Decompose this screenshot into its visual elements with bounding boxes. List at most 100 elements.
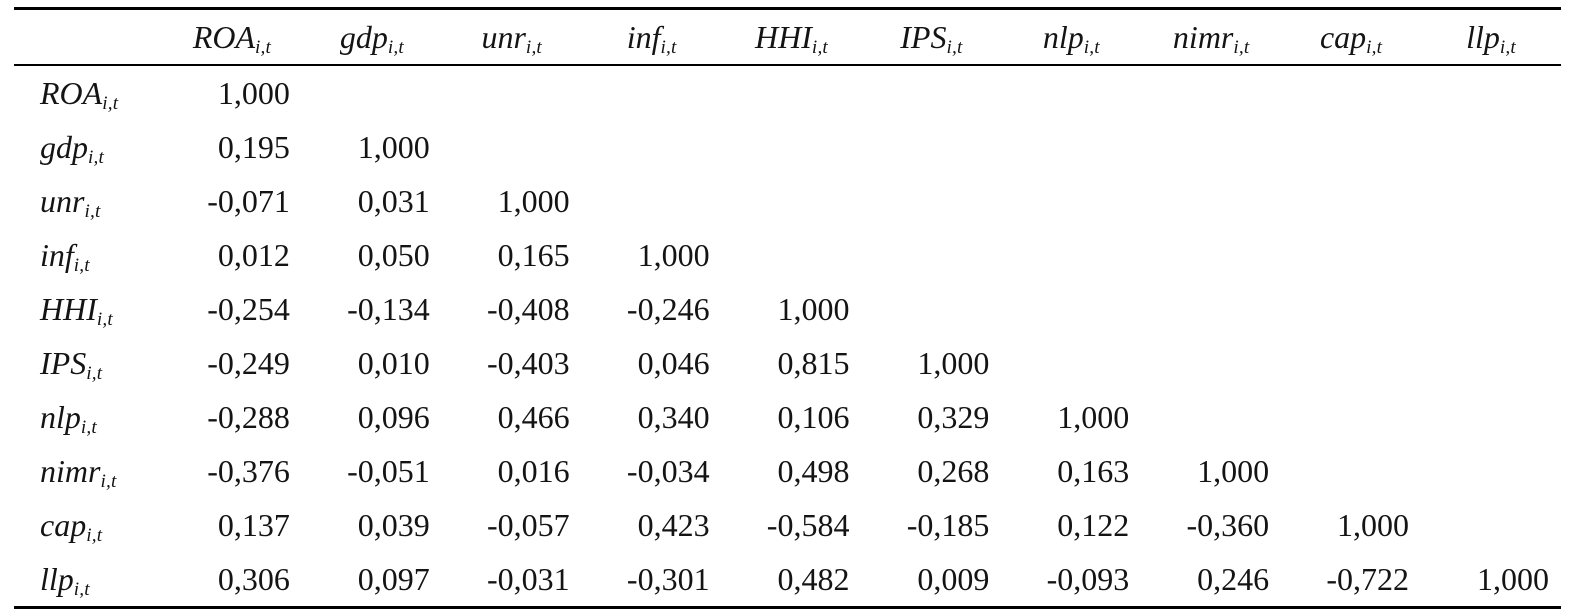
- correlation-matrix-table: ROAi,t gdpi,t unri,t infi,t HHIi,t IPSi,t nlpi…: [14, 7, 1561, 609]
- cell-unr-roa: -0,071: [207, 182, 290, 219]
- cell-inf-inf: 1,000: [637, 236, 710, 273]
- cell-inf-gdp: 0,050: [357, 236, 430, 273]
- cell-nlp-llp: [1421, 390, 1561, 444]
- table-row-hhi: HHIi,t -0,254 -0,134 -0,408 -0,246 1,000: [14, 282, 1561, 336]
- cell-ips-ips: 1,000: [917, 344, 990, 381]
- cell-nimr-inf: -0,034: [626, 452, 710, 489]
- column-variable-name: nimr: [1172, 18, 1234, 55]
- column-variable-subscript: i,t: [1233, 36, 1250, 58]
- table-row-nimr: nimri,t -0,376 -0,051 0,016 -0,034 0,498 0,268…: [14, 444, 1561, 498]
- cell-ips-gdp: 0,010: [357, 344, 430, 381]
- cell-unr-nimr: [1141, 174, 1281, 228]
- cell-cap-gdp: 0,039: [357, 506, 430, 543]
- col-header-unr: unri,t: [442, 9, 582, 66]
- cell-nimr-roa: -0,376: [207, 452, 290, 489]
- row-variable-subscript: i,t: [73, 578, 90, 600]
- cell-ips-nimr: [1141, 336, 1281, 390]
- cell-gdp-llp: [1421, 120, 1561, 174]
- row-label-nlp: nlpi,t: [14, 390, 162, 444]
- cell-unr-hhi: [722, 174, 862, 228]
- row-variable-subscript: i,t: [84, 200, 101, 222]
- cell-gdp-inf: [582, 120, 722, 174]
- cell-llp-inf: -0,301: [626, 560, 710, 597]
- cell-ips-nlp: [1001, 336, 1141, 390]
- row-variable-name: IPS: [40, 344, 87, 381]
- cell-roa-unr: [442, 65, 582, 120]
- cell-cap-nlp: 0,122: [1057, 506, 1130, 543]
- cell-cap-roa: 0,137: [217, 506, 290, 543]
- cell-gdp-cap: [1281, 120, 1421, 174]
- cell-nlp-unr: 0,466: [497, 398, 570, 435]
- table-row-nlp: nlpi,t -0,288 0,096 0,466 0,340 0,106 0,329 1,0…: [14, 390, 1561, 444]
- column-variable-name: ROA: [192, 18, 256, 55]
- col-header-nlp: nlpi,t: [1001, 9, 1141, 66]
- cell-llp-nimr: 0,246: [1197, 560, 1270, 597]
- cell-nlp-gdp: 0,096: [357, 398, 430, 435]
- cell-cap-ips: -0,185: [906, 506, 990, 543]
- cell-ips-unr: -0,403: [487, 344, 570, 381]
- column-variable-name: HHI: [755, 18, 812, 55]
- column-variable-subscript: i,t: [387, 36, 404, 58]
- cell-hhi-nimr: [1141, 282, 1281, 336]
- cell-hhi-roa: -0,254: [207, 290, 290, 327]
- col-header-gdp: gdpi,t: [302, 9, 442, 66]
- row-variable-subscript: i,t: [80, 416, 97, 438]
- cell-ips-hhi: 0,815: [777, 344, 850, 381]
- row-variable-subscript: i,t: [88, 146, 105, 168]
- column-variable-subscript: i,t: [1366, 36, 1383, 58]
- cell-inf-nimr: [1141, 228, 1281, 282]
- cell-unr-unr: 1,000: [497, 182, 570, 219]
- cell-ips-cap: [1281, 336, 1421, 390]
- col-header-cap: capi,t: [1281, 9, 1421, 66]
- row-label-inf: infi,t: [14, 228, 162, 282]
- row-variable-name: nlp: [40, 398, 81, 435]
- cell-llp-hhi: 0,482: [777, 560, 850, 597]
- cell-inf-roa: 0,012: [217, 236, 290, 273]
- cell-cap-hhi: -0,584: [766, 506, 850, 543]
- row-variable-subscript: i,t: [96, 308, 113, 330]
- cell-roa-roa: 1,000: [217, 74, 290, 111]
- table-row-cap: capi,t 0,137 0,039 -0,057 0,423 -0,584 -0,185 0…: [14, 498, 1561, 552]
- row-variable-subscript: i,t: [86, 524, 103, 546]
- cell-gdp-roa: 0,195: [217, 128, 290, 165]
- row-variable-subscript: i,t: [100, 470, 117, 492]
- cell-llp-ips: 0,009: [917, 560, 990, 597]
- cell-cap-llp: [1421, 498, 1561, 552]
- column-variable-subscript: i,t: [1083, 36, 1100, 58]
- cell-cap-cap: 1,000: [1337, 506, 1410, 543]
- cell-roa-nimr: [1141, 65, 1281, 120]
- column-variable-name: cap: [1319, 18, 1367, 55]
- cell-unr-ips: [861, 174, 1001, 228]
- cell-gdp-hhi: [722, 120, 862, 174]
- cell-nlp-nimr: [1141, 390, 1281, 444]
- row-variable-name: llp: [40, 560, 74, 597]
- table-row-inf: infi,t 0,012 0,050 0,165 1,000: [14, 228, 1561, 282]
- table-row-unr: unri,t -0,071 0,031 1,000: [14, 174, 1561, 228]
- cell-unr-cap: [1281, 174, 1421, 228]
- column-variable-subscript: i,t: [660, 36, 677, 58]
- cell-cap-unr: -0,057: [487, 506, 570, 543]
- cell-unr-llp: [1421, 174, 1561, 228]
- cell-nlp-inf: 0,340: [637, 398, 710, 435]
- cell-cap-nimr: -0,360: [1186, 506, 1270, 543]
- cell-gdp-ips: [861, 120, 1001, 174]
- cell-nimr-gdp: -0,051: [347, 452, 430, 489]
- cell-inf-cap: [1281, 228, 1421, 282]
- cell-ips-inf: 0,046: [637, 344, 710, 381]
- cell-hhi-nlp: [1001, 282, 1141, 336]
- cell-nimr-unr: 0,016: [497, 452, 570, 489]
- cell-hhi-inf: -0,246: [626, 290, 710, 327]
- table-body: ROAi,t 1,000 gdpi,t 0,195 1,000 unri,t -0,071 0…: [14, 65, 1561, 608]
- row-variable-name: nimr: [40, 452, 101, 489]
- cell-ips-roa: -0,249: [207, 344, 290, 381]
- row-label-ips: IPSi,t: [14, 336, 162, 390]
- row-variable-subscript: i,t: [102, 92, 119, 114]
- row-variable-name: inf: [40, 236, 74, 273]
- cell-cap-inf: 0,423: [637, 506, 710, 543]
- cell-inf-unr: 0,165: [497, 236, 570, 273]
- cell-nimr-cap: [1281, 444, 1421, 498]
- cell-unr-gdp: 0,031: [357, 182, 430, 219]
- header-row: ROAi,t gdpi,t unri,t infi,t HHIi,t IPSi,t nlpi…: [14, 9, 1561, 66]
- cell-inf-llp: [1421, 228, 1561, 282]
- cell-hhi-cap: [1281, 282, 1421, 336]
